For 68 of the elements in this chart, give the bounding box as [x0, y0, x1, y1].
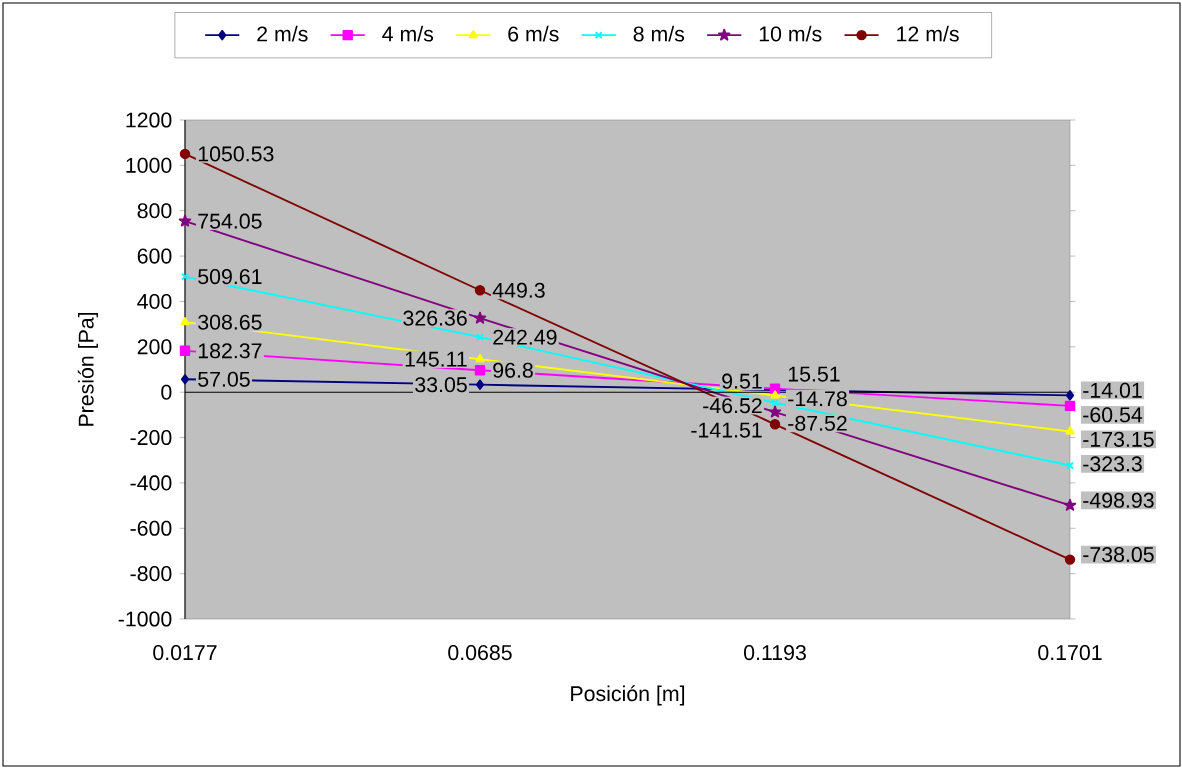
y-tick-label: -400: [130, 475, 172, 491]
y-tick-label: 800: [137, 203, 172, 219]
data-label: 754.05: [198, 213, 262, 229]
legend-label: 2 m/s: [257, 25, 308, 42]
point: [180, 374, 190, 385]
data-label: 33.05: [415, 377, 467, 393]
point: [473, 311, 487, 324]
x-tick-label: 0.1701: [1038, 645, 1102, 661]
y-tick-label: 200: [137, 339, 172, 355]
data-label: -14.01: [1083, 382, 1142, 398]
point: [769, 419, 781, 430]
y-tick-label: 0: [161, 384, 172, 400]
y-tick-label: 1000: [126, 157, 172, 173]
x-tick-label: 0.1193: [744, 645, 806, 661]
point: [178, 214, 192, 227]
point: [476, 333, 484, 342]
data-label: -738.05: [1083, 546, 1154, 563]
data-label: 15.51: [788, 366, 840, 382]
y-tick-label: -600: [130, 520, 172, 536]
point: [1064, 400, 1076, 412]
data-label: -60.54: [1083, 407, 1143, 423]
x-tick-label: 0.0177: [153, 645, 217, 661]
point: [1064, 554, 1076, 565]
x-tick-label: 0.0685: [448, 645, 512, 661]
x-axis-title: Posición [m]: [571, 685, 685, 706]
y-tick-label: -800: [130, 566, 172, 582]
y-tick-label: -200: [130, 430, 172, 446]
data-label: 145.11: [405, 351, 467, 367]
data-label: -87.52: [788, 415, 847, 431]
legend-label: 8 m/s: [633, 25, 685, 42]
data-label: 326.36: [403, 310, 467, 326]
legend-label: 4 m/s: [382, 25, 434, 42]
legend-label: 10 m/s: [759, 25, 822, 42]
data-label: 449.3: [492, 282, 545, 298]
point: [1065, 426, 1075, 435]
data-label: -498.93: [1083, 492, 1154, 508]
data-label: 1050.53: [198, 146, 274, 162]
point: [475, 354, 485, 363]
y-axis-title: Presión [Pa]: [77, 312, 98, 426]
point: [475, 379, 485, 390]
point: [1063, 498, 1077, 511]
data-label: 242.49: [493, 329, 557, 345]
data-label: -323.3: [1083, 456, 1142, 472]
y-tick-label: 600: [137, 248, 172, 264]
point: [180, 316, 190, 326]
point: [474, 285, 486, 296]
data-label: 182.37: [198, 343, 262, 359]
data-label: -46.52: [703, 398, 762, 414]
point: [771, 398, 779, 407]
data-label: 509.61: [198, 269, 262, 285]
point: [474, 365, 486, 376]
legend-label: 12 m/s: [897, 25, 959, 42]
point: [770, 390, 780, 399]
y-tick-label: 400: [137, 293, 172, 310]
data-label: 9.51: [722, 373, 762, 389]
data-label: 57.05: [198, 371, 250, 387]
point: [768, 405, 782, 418]
data-label: -173.15: [1083, 431, 1154, 447]
point: [1065, 390, 1075, 401]
point: [179, 345, 191, 357]
data-label: -141.51: [691, 422, 762, 438]
y-tick-label: 1200: [126, 112, 172, 128]
point: [179, 148, 191, 160]
data-label: -14.78: [788, 391, 847, 407]
data-label: 96.8: [493, 362, 533, 378]
y-tick-label: -1000: [118, 611, 172, 627]
legend-label: 6 m/s: [508, 25, 559, 42]
data-label: 308.65: [198, 314, 262, 330]
